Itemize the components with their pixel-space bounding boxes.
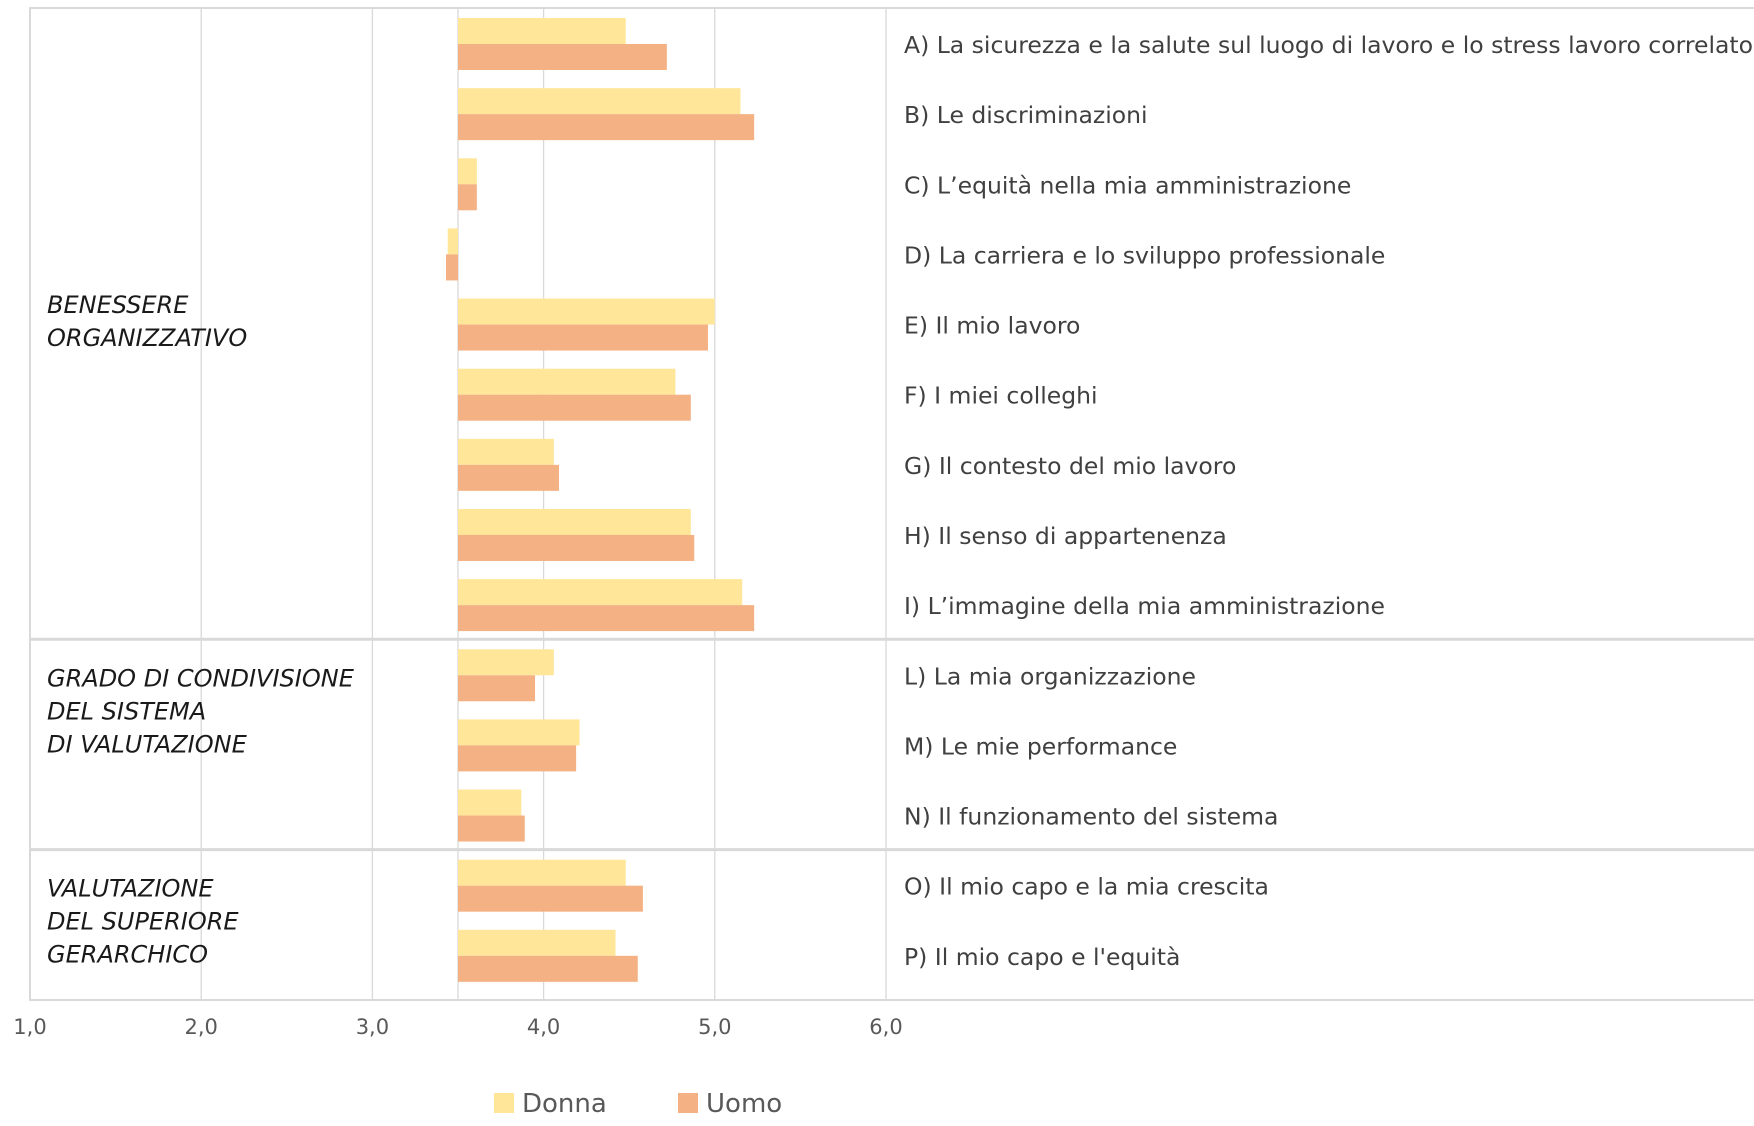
group-label: DEL SUPERIORE xyxy=(47,908,239,936)
bar-uomo xyxy=(446,254,458,280)
bar-uomo xyxy=(458,816,525,842)
bar-donna xyxy=(458,579,742,605)
group-label: VALUTAZIONE xyxy=(47,875,214,903)
x-tick-label: 2,0 xyxy=(184,1015,217,1039)
legend-label: Donna xyxy=(522,1089,607,1119)
bar-uomo xyxy=(458,675,535,701)
category-label: N) Il funzionamento del sistema xyxy=(904,803,1278,831)
bar-donna xyxy=(458,439,554,465)
x-tick-label: 1,0 xyxy=(13,1015,46,1039)
bar-donna xyxy=(448,228,458,254)
x-tick-label: 5,0 xyxy=(698,1015,731,1039)
bar-uomo xyxy=(458,184,477,210)
bar-donna xyxy=(458,369,675,395)
bar-donna xyxy=(458,860,626,886)
category-label: H) Il senso di appartenenza xyxy=(904,522,1227,550)
bar-uomo xyxy=(458,745,576,771)
group-label: DI VALUTAZIONE xyxy=(47,730,248,758)
x-tick-label: 4,0 xyxy=(527,1015,560,1039)
bar-donna xyxy=(458,299,715,325)
bar-uomo xyxy=(458,465,559,491)
bar-donna xyxy=(458,719,580,745)
bar-uomo xyxy=(458,886,643,912)
group-frame xyxy=(30,8,1754,1000)
bar-donna xyxy=(458,18,626,44)
bar-uomo xyxy=(458,325,708,351)
bar-donna xyxy=(458,158,477,184)
group-label: GERARCHICO xyxy=(47,941,208,969)
legend-swatch-uomo xyxy=(678,1093,698,1113)
category-label: D) La carriera e lo sviluppo professiona… xyxy=(904,241,1385,269)
bar-donna xyxy=(458,88,740,114)
category-label: E) Il mio lavoro xyxy=(904,312,1080,340)
bar-uomo xyxy=(458,956,638,982)
legend: Donna Uomo xyxy=(494,1089,782,1119)
group-label: BENESSERE xyxy=(47,291,189,319)
bar-donna xyxy=(458,509,691,535)
bar-uomo xyxy=(458,395,691,421)
category-label: M) Le mie performance xyxy=(904,732,1177,760)
group-label: GRADO DI CONDIVISIONE xyxy=(47,664,355,692)
category-label: O) Il mio capo e la mia crescita xyxy=(904,873,1269,901)
x-tick-label: 3,0 xyxy=(356,1015,389,1039)
legend-label: Uomo xyxy=(706,1089,782,1119)
bar-uomo xyxy=(458,114,754,140)
bar-donna xyxy=(458,930,616,956)
bar-uomo xyxy=(458,605,754,631)
group-label: DEL SISTEMA xyxy=(47,697,206,725)
legend-swatch-donna xyxy=(494,1093,514,1113)
bars xyxy=(446,18,754,982)
bar-uomo xyxy=(458,535,694,561)
x-axis-ticks: 1,0 2,0 3,0 4,0 5,0 6,0 xyxy=(13,1015,902,1039)
category-label: F) I miei colleghi xyxy=(904,382,1098,410)
category-label: I) L’immagine della mia amministrazione xyxy=(904,592,1385,620)
bar-donna xyxy=(458,649,554,675)
category-label: C) L’equità nella mia amministrazione xyxy=(904,171,1351,199)
category-label: L) La mia organizzazione xyxy=(904,662,1196,690)
group-label: ORGANIZZATIVO xyxy=(47,324,247,352)
category-label: A) La sicurezza e la salute sul luogo di… xyxy=(904,31,1753,59)
x-tick-label: 6,0 xyxy=(869,1015,902,1039)
gridlines xyxy=(30,8,886,1000)
category-label: B) Le discriminazioni xyxy=(904,101,1148,129)
category-labels: A) La sicurezza e la salute sul luogo di… xyxy=(904,31,1753,971)
bar-donna xyxy=(458,790,521,816)
bar-uomo xyxy=(458,44,667,70)
category-label: P) Il mio capo e l'equità xyxy=(904,943,1180,971)
category-label: G) Il contesto del mio lavoro xyxy=(904,452,1236,480)
plot-border xyxy=(30,8,1754,1000)
